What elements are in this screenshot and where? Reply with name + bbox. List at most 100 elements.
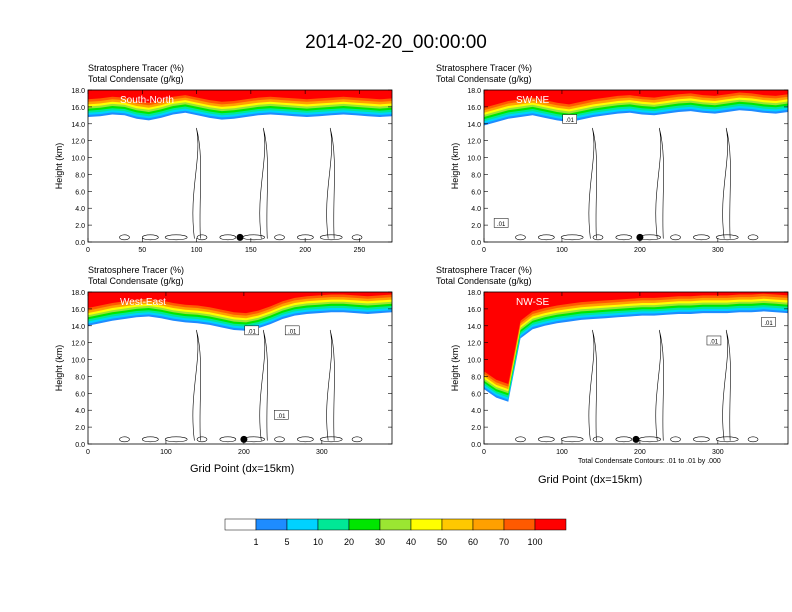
x-tick-label: 200 bbox=[299, 247, 311, 254]
condensate-contour bbox=[722, 329, 731, 441]
x-tick-label: 300 bbox=[712, 449, 724, 456]
legend-swatch bbox=[503, 518, 536, 531]
tracer-band bbox=[484, 90, 788, 108]
y-tick-label: 18.0 bbox=[71, 290, 85, 297]
plot-frame bbox=[483, 89, 789, 243]
tracer-label: Stratosphere Tracer (%) bbox=[436, 265, 533, 275]
y-tick-label: 16.0 bbox=[71, 105, 85, 112]
y-tick-label: 10.0 bbox=[467, 358, 481, 365]
y-tick-label: 18.0 bbox=[467, 290, 481, 297]
y-tick-label: 14.0 bbox=[467, 324, 481, 331]
tracer-band bbox=[484, 292, 788, 398]
panel-1-header: Stratosphere Tracer (%) Total Condensate… bbox=[88, 63, 184, 85]
x-tick-label: 150 bbox=[245, 247, 257, 254]
y-tick-label: 10.0 bbox=[71, 156, 85, 163]
panel-nw-se: .01 .01 NW-SE 0.0 2.0 4.0 6.0 8.0 10.0 12.0 14.0 16… bbox=[450, 290, 789, 456]
condensate-contour bbox=[142, 436, 159, 443]
condensate-label: Total Condensate (g/kg) bbox=[436, 74, 532, 84]
contour-note: Total Condensate Contours: .01 to .01 by… bbox=[578, 458, 721, 465]
x-tick-label: 0 bbox=[482, 449, 486, 456]
contour-label: .01 bbox=[764, 321, 773, 327]
y-axis-label: Height (km) bbox=[450, 143, 460, 190]
y-tick-label: 2.0 bbox=[471, 425, 481, 432]
x-tick-label: 0 bbox=[482, 247, 486, 254]
condensate-contour bbox=[196, 234, 208, 241]
y-axis-label: Height (km) bbox=[54, 143, 64, 190]
legend-swatch bbox=[255, 518, 288, 531]
panel-2-header: Stratosphere Tracer (%) Total Condensate… bbox=[436, 63, 532, 85]
condensate-contour bbox=[693, 436, 710, 443]
condensate-contour bbox=[715, 234, 739, 241]
condensate-contour bbox=[655, 127, 664, 239]
legend-label: 10 bbox=[313, 537, 323, 547]
y-tick-label: 16.0 bbox=[467, 307, 481, 314]
y-tick-label: 4.0 bbox=[75, 206, 85, 213]
contour-label: .01 bbox=[277, 414, 286, 420]
y-tick-label: 10.0 bbox=[71, 358, 85, 365]
condensate-contour bbox=[560, 234, 584, 241]
condensate-contour bbox=[515, 234, 526, 241]
plot-area: .01 .01 bbox=[484, 90, 788, 241]
y-tick-label: 8.0 bbox=[471, 374, 481, 381]
plot-frame bbox=[87, 291, 393, 445]
condensate-contour bbox=[538, 234, 555, 241]
y-tick-label: 0.0 bbox=[75, 442, 85, 449]
legend-swatch bbox=[224, 518, 257, 531]
x-tick-label: 250 bbox=[354, 247, 366, 254]
condensate-contour bbox=[722, 127, 731, 239]
x-axis-label-right: Grid Point (dx=15km) bbox=[538, 474, 643, 486]
panel-south-north: South-North 0.0 2.0 4.0 6.0 8.0 10.0 12.0 14.0 16… bbox=[54, 88, 393, 254]
condensate-contour bbox=[670, 234, 681, 241]
legend-label: 1 bbox=[253, 537, 258, 547]
location-marker bbox=[236, 233, 244, 241]
contour-label-box bbox=[244, 325, 259, 336]
contour-label-box bbox=[761, 317, 776, 327]
contour-label: .01 bbox=[497, 222, 506, 228]
x-tick-label: 200 bbox=[238, 449, 250, 456]
section-name: South-North bbox=[120, 95, 174, 106]
condensate-contour bbox=[747, 234, 759, 241]
legend-swatch bbox=[317, 518, 350, 531]
condensate-contour bbox=[747, 436, 759, 443]
tracer-band bbox=[484, 292, 788, 384]
y-tick-label: 16.0 bbox=[71, 307, 85, 314]
x-tick-label: 0 bbox=[86, 247, 90, 254]
condensate-contour bbox=[615, 436, 633, 443]
contour-label-box bbox=[274, 410, 289, 420]
legend-swatch bbox=[472, 518, 505, 531]
condensate-contour bbox=[192, 329, 201, 441]
color-legend: 1 5 10 20 30 40 50 60 70 100 bbox=[224, 518, 567, 547]
y-tick-label: 12.0 bbox=[71, 341, 85, 348]
condensate-contour bbox=[274, 234, 285, 241]
condensate-label: Total Condensate (g/kg) bbox=[88, 276, 184, 286]
plot-area: .01 .01 bbox=[484, 292, 788, 443]
y-tick-label: 6.0 bbox=[471, 391, 481, 398]
plot-frame bbox=[87, 89, 393, 243]
condensate-contour bbox=[119, 234, 130, 241]
y-tick-label: 0.0 bbox=[471, 240, 481, 247]
plot-frame bbox=[483, 291, 789, 445]
condensate-label: Total Condensate (g/kg) bbox=[436, 276, 532, 286]
y-tick-label: 4.0 bbox=[471, 408, 481, 415]
condensate-contour bbox=[588, 127, 597, 239]
legend-swatch bbox=[410, 518, 443, 531]
y-tick-label: 18.0 bbox=[71, 88, 85, 95]
section-name: SW-NE bbox=[516, 95, 549, 106]
y-tick-label: 12.0 bbox=[467, 139, 481, 146]
panel-4-header: Stratosphere Tracer (%) Total Condensate… bbox=[436, 265, 532, 287]
tracer-band bbox=[88, 292, 392, 314]
legend-label: 5 bbox=[284, 537, 289, 547]
panel-sw-ne: .01 .01 SW-NE 0.0 2.0 4.0 6.0 8.0 10.0 12.0 14.0 16… bbox=[450, 88, 789, 254]
condensate-contour bbox=[274, 436, 285, 443]
legend-swatch bbox=[441, 518, 474, 531]
location-marker bbox=[240, 435, 248, 443]
contour-label: .01 bbox=[248, 329, 257, 335]
condensate-contour bbox=[592, 234, 604, 241]
condensate-contour bbox=[615, 234, 633, 241]
condensate-contour bbox=[119, 436, 130, 443]
y-tick-label: 4.0 bbox=[75, 408, 85, 415]
condensate-contour bbox=[164, 436, 188, 443]
contour-label-box bbox=[562, 114, 577, 124]
x-tick-label: 100 bbox=[191, 247, 203, 254]
y-tick-label: 6.0 bbox=[75, 391, 85, 398]
